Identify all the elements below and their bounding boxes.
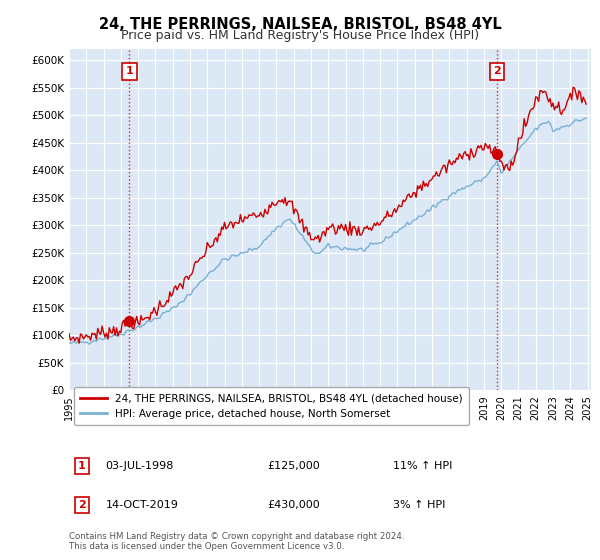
Legend: 24, THE PERRINGS, NAILSEA, BRISTOL, BS48 4YL (detached house), HPI: Average pric: 24, THE PERRINGS, NAILSEA, BRISTOL, BS48… — [74, 387, 469, 425]
Text: 2: 2 — [493, 66, 500, 76]
Text: 14-OCT-2019: 14-OCT-2019 — [106, 500, 178, 510]
Text: 11% ↑ HPI: 11% ↑ HPI — [392, 461, 452, 471]
Text: 24, THE PERRINGS, NAILSEA, BRISTOL, BS48 4YL: 24, THE PERRINGS, NAILSEA, BRISTOL, BS48… — [98, 17, 502, 32]
Text: This data is licensed under the Open Government Licence v3.0.: This data is licensed under the Open Gov… — [69, 542, 344, 551]
Text: 1: 1 — [78, 461, 86, 471]
Text: £125,000: £125,000 — [268, 461, 320, 471]
Text: 3% ↑ HPI: 3% ↑ HPI — [392, 500, 445, 510]
Text: £430,000: £430,000 — [268, 500, 320, 510]
Text: 2: 2 — [78, 500, 86, 510]
Text: 03-JUL-1998: 03-JUL-1998 — [106, 461, 174, 471]
Text: 1: 1 — [125, 66, 133, 76]
Text: Price paid vs. HM Land Registry's House Price Index (HPI): Price paid vs. HM Land Registry's House … — [121, 29, 479, 42]
Text: Contains HM Land Registry data © Crown copyright and database right 2024.: Contains HM Land Registry data © Crown c… — [69, 532, 404, 541]
